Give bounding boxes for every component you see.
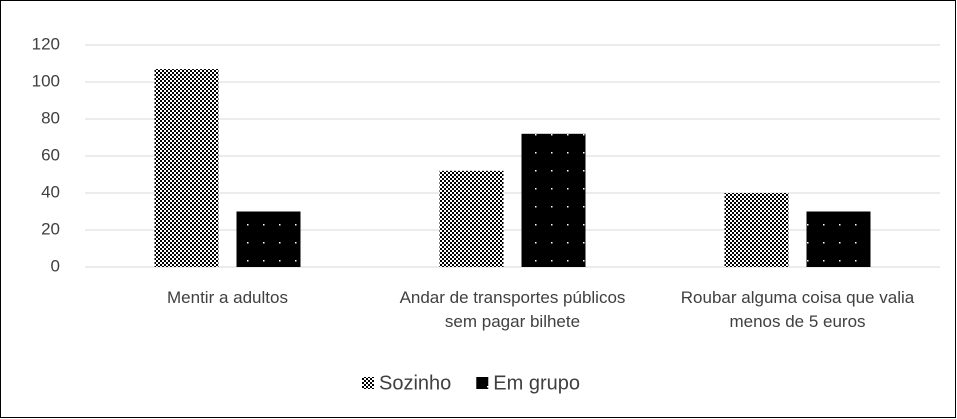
bar: [154, 69, 219, 267]
legend-swatch: [476, 377, 489, 389]
y-tick-label: 20: [41, 219, 60, 238]
y-tick-label: 40: [41, 182, 60, 201]
y-tick-label: 80: [41, 108, 60, 127]
bar: [724, 193, 789, 267]
x-tick-label: Mentir a adultos: [167, 288, 288, 307]
y-tick-label: 60: [41, 145, 60, 164]
x-tick-label: Roubar alguma coisa que valia menos de 5…: [680, 288, 915, 331]
bar: [521, 133, 586, 267]
bar: [439, 170, 504, 267]
x-tick-label: Andar de transportes públicos sem pagar …: [399, 288, 626, 331]
y-tick-label: 120: [32, 34, 60, 53]
y-tick-label: 100: [32, 71, 60, 90]
y-tick-label: 0: [51, 256, 60, 275]
bar: [236, 211, 301, 267]
legend-label: Sozinho: [379, 372, 451, 394]
legend-label: Em grupo: [493, 372, 580, 394]
legend-swatch: [362, 377, 374, 389]
bar: [806, 211, 871, 267]
